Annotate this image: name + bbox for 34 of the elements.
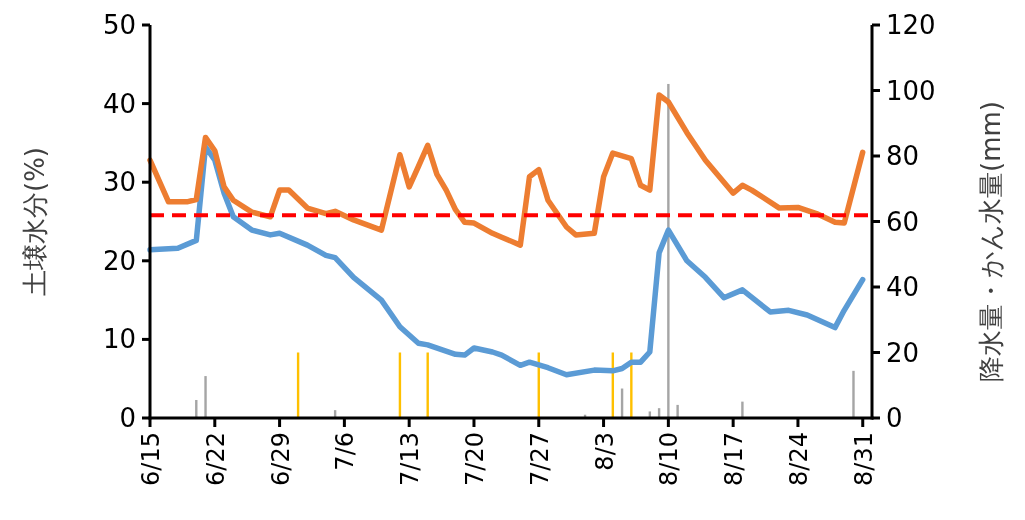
y2-axis-title: 降水量・かん水量(mm) [976, 101, 1006, 382]
y-tick-label: 20 [102, 245, 136, 276]
x-tick-label: 7/20 [460, 432, 489, 486]
x-tick-label: 8/17 [720, 432, 749, 486]
y-tick-label: 30 [102, 167, 136, 198]
bar [676, 404, 679, 418]
x-tick-label: 6/22 [201, 432, 230, 486]
x-tick-label: 7/13 [396, 432, 425, 486]
bar [426, 352, 429, 418]
bar [852, 370, 855, 418]
bar [204, 376, 207, 418]
y-tick-label: 0 [119, 403, 136, 433]
y2-tick-label: 0 [886, 403, 903, 433]
y-tick-label: 50 [102, 10, 136, 40]
bar [630, 352, 633, 418]
x-tick-label: 8/3 [590, 432, 619, 471]
x-tick-label: 6/29 [266, 432, 295, 486]
x-tick-label: 6/15 [137, 432, 165, 486]
y2-tick-label: 60 [886, 206, 920, 237]
x-tick-label: 8/24 [784, 432, 813, 486]
x-tick-label: 8/31 [849, 432, 878, 486]
bar [741, 401, 744, 418]
y2-tick-label: 20 [886, 337, 920, 368]
x-tick-label: 8/10 [655, 432, 684, 486]
y2-tick-label: 120 [886, 10, 936, 40]
y-tick-label: 10 [102, 324, 136, 355]
x-tick-label: 7/27 [525, 432, 554, 486]
y-axis-title: 土壌水分(%) [20, 147, 50, 296]
y2-tick-label: 100 [886, 75, 936, 106]
y2-tick-label: 80 [886, 141, 920, 171]
y2-tick-label: 40 [886, 272, 920, 302]
x-tick-label: 7/6 [331, 432, 360, 471]
y-tick-label: 40 [102, 88, 136, 119]
bar [667, 83, 670, 418]
